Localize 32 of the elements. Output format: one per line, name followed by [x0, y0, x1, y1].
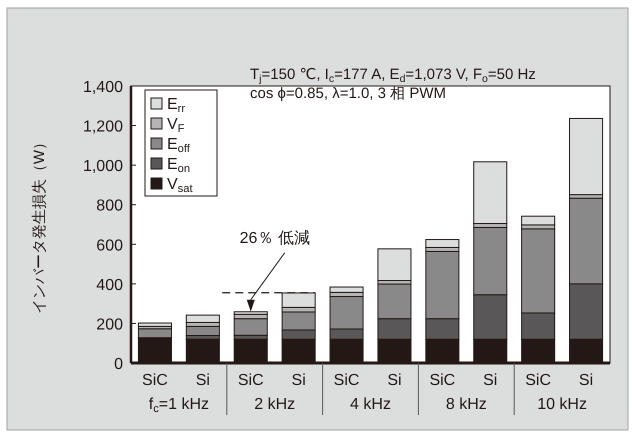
y-tick-label: 400 [96, 276, 124, 294]
annotation: 26％ 低減 [240, 228, 310, 247]
text: 10 kHz [537, 396, 587, 413]
x-tick-label: SiC [142, 372, 168, 389]
chart-subtitle: cos ϕ=0.85, λ=1.0, 3 相 PWM [250, 85, 446, 102]
text: f$_{c}$=1 kHz [148, 396, 210, 415]
legend-label: E$_{rr}$ [167, 96, 186, 115]
legend-label: E$_{off}$ [167, 136, 191, 155]
x-tick-label: SiC [429, 372, 456, 389]
y-tick-label: 1,400 [82, 79, 124, 96]
y-tick-label: 0 [114, 356, 124, 373]
y-tick-label: 1,000 [82, 158, 124, 176]
y-tick-label: 200 [96, 316, 124, 334]
y-axis-title: インバータ発生損失（W） [31, 134, 48, 314]
legend-label: V$_{sat}$ [167, 176, 194, 195]
x-tick-label: Si [483, 372, 498, 389]
x-tick-label: Si [578, 372, 594, 389]
text: 2 kHz [254, 396, 296, 413]
y-tick-label: 800 [96, 198, 124, 215]
x-tick-label: SiC [525, 372, 552, 389]
chart-title: T$_{j}$=150 ℃, I$_{c}$=177 A, E$_{d}$=1,073 V, F$_{o}$=50 Hz [250, 66, 536, 85]
legend-label: V$_{F}$ [167, 116, 185, 135]
text: 4 kHz [350, 396, 391, 413]
x-tick-label: Si [196, 372, 210, 389]
x-tick-label: SiC [334, 372, 360, 389]
x-tick-label: Si [387, 372, 402, 389]
x-tick-label: SiC [238, 372, 264, 389]
legend-label: E$_{on}$ [167, 156, 190, 175]
y-tick-label: 600 [96, 237, 124, 254]
text: 8 kHz [446, 396, 487, 413]
x-tick-label: Si [292, 372, 306, 389]
y-tick-label: 1,200 [82, 118, 124, 136]
